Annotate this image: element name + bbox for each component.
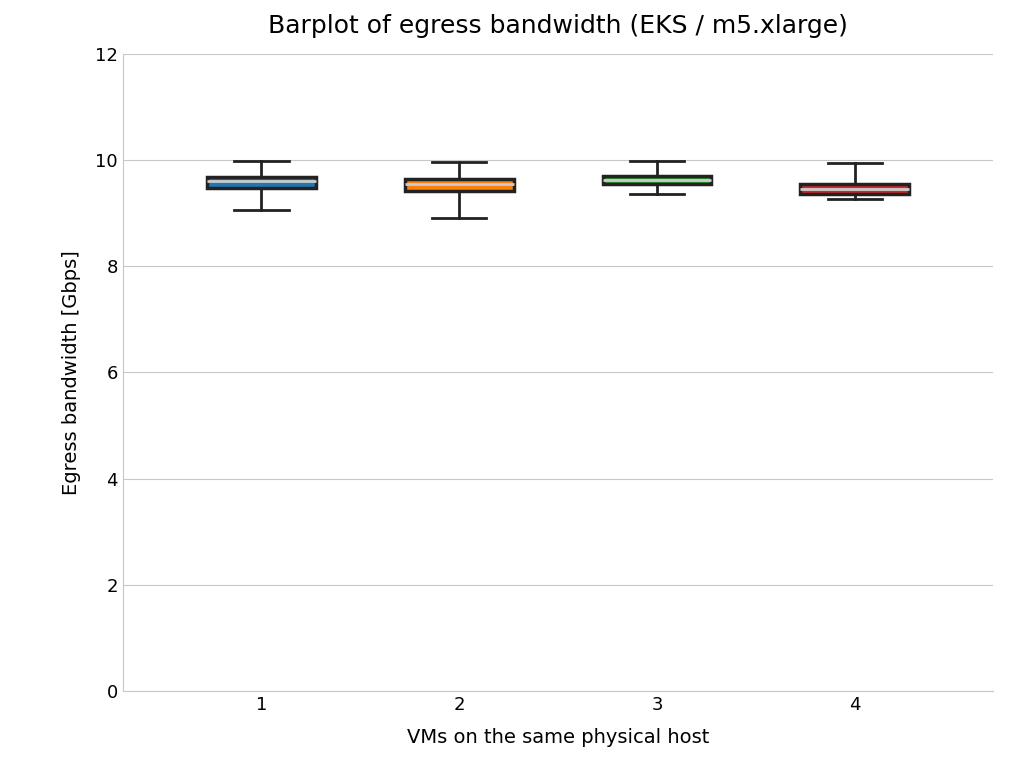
Y-axis label: Egress bandwidth [Gbps]: Egress bandwidth [Gbps] xyxy=(62,250,81,495)
X-axis label: VMs on the same physical host: VMs on the same physical host xyxy=(407,728,710,747)
PathPatch shape xyxy=(207,177,315,187)
PathPatch shape xyxy=(801,184,909,194)
PathPatch shape xyxy=(602,176,712,184)
Title: Barplot of egress bandwidth (EKS / m5.xlarge): Barplot of egress bandwidth (EKS / m5.xl… xyxy=(268,14,848,38)
PathPatch shape xyxy=(404,179,514,190)
